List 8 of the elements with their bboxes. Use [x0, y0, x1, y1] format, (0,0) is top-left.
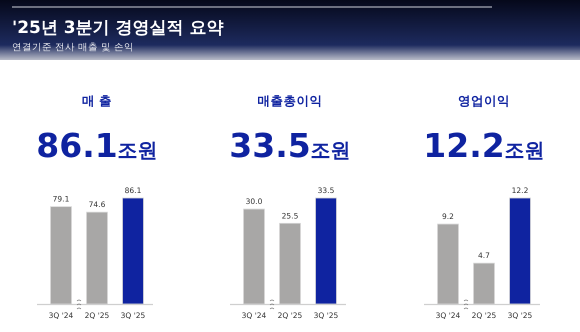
text: 연결기준 전사 매출 및 손익	[12, 42, 134, 53]
chart-title: 매출총이익	[258, 93, 322, 108]
chart-subtitle: 86.1조원	[36, 126, 158, 165]
text: '25년 3분기 경영실적 요약	[12, 18, 224, 38]
chart-title: 영업이익	[458, 93, 510, 108]
chart-subtitle: 12.2조원	[423, 126, 545, 165]
chart-title: 매 출	[82, 93, 112, 108]
chart-subtitle: 33.5조원	[229, 126, 351, 165]
